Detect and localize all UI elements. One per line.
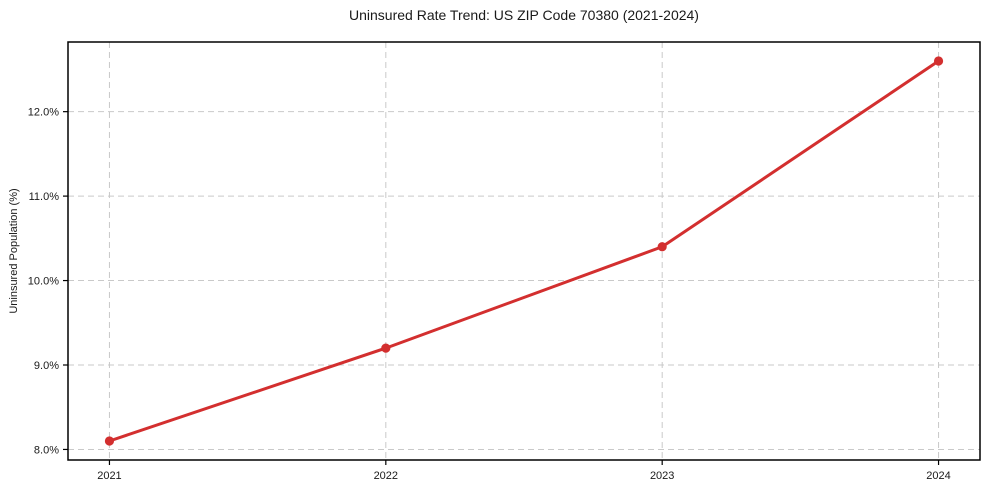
- x-tick-label: 2024: [926, 470, 950, 482]
- x-tick-label: 2022: [374, 470, 398, 482]
- x-tick-label: 2021: [97, 470, 121, 482]
- plot-frame: [67, 41, 981, 461]
- data-point-2023: [657, 242, 667, 252]
- y-tick-label: 12.0%: [28, 107, 59, 119]
- chart-title: Uninsured Rate Trend: US ZIP Code 70380 …: [349, 7, 699, 23]
- y-tick-label: 11.0%: [29, 191, 60, 203]
- data-point-2024: [933, 56, 944, 66]
- data-point-2021: [104, 436, 115, 446]
- x-tick-label: 2023: [650, 470, 674, 482]
- trend-line: [107, 59, 941, 443]
- y-tick-label: 10.0%: [28, 276, 59, 288]
- data-point-2022: [381, 343, 391, 353]
- y-tick-label: 8.0%: [34, 444, 59, 456]
- y-tick-label: 9.0%: [34, 360, 59, 372]
